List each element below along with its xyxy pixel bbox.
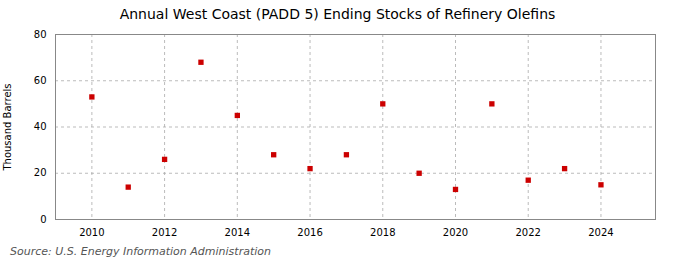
svg-text:2018: 2018 <box>370 227 395 238</box>
svg-text:80: 80 <box>34 29 47 40</box>
svg-text:0: 0 <box>40 214 46 225</box>
svg-text:40: 40 <box>34 121 47 132</box>
svg-text:20: 20 <box>34 167 47 178</box>
svg-text:2010: 2010 <box>79 227 104 238</box>
svg-text:60: 60 <box>34 75 47 86</box>
svg-text:Thousand Barrels: Thousand Barrels <box>2 83 13 171</box>
html-text:Annual West Coast (PADD 5) End: Annual West Coast (PADD 5) Ending Stocks… <box>119 6 556 22</box>
svg-text:2014: 2014 <box>225 227 250 238</box>
html-text:Source: U.S. Energy Informatio: Source: U.S. Energy Information Administ… <box>10 245 271 258</box>
svg-text:2022: 2022 <box>516 227 541 238</box>
svg-text:2020: 2020 <box>443 227 468 238</box>
svg-text:2016: 2016 <box>297 227 322 238</box>
svg-text:2012: 2012 <box>152 227 177 238</box>
svg-text:2024: 2024 <box>588 227 613 238</box>
